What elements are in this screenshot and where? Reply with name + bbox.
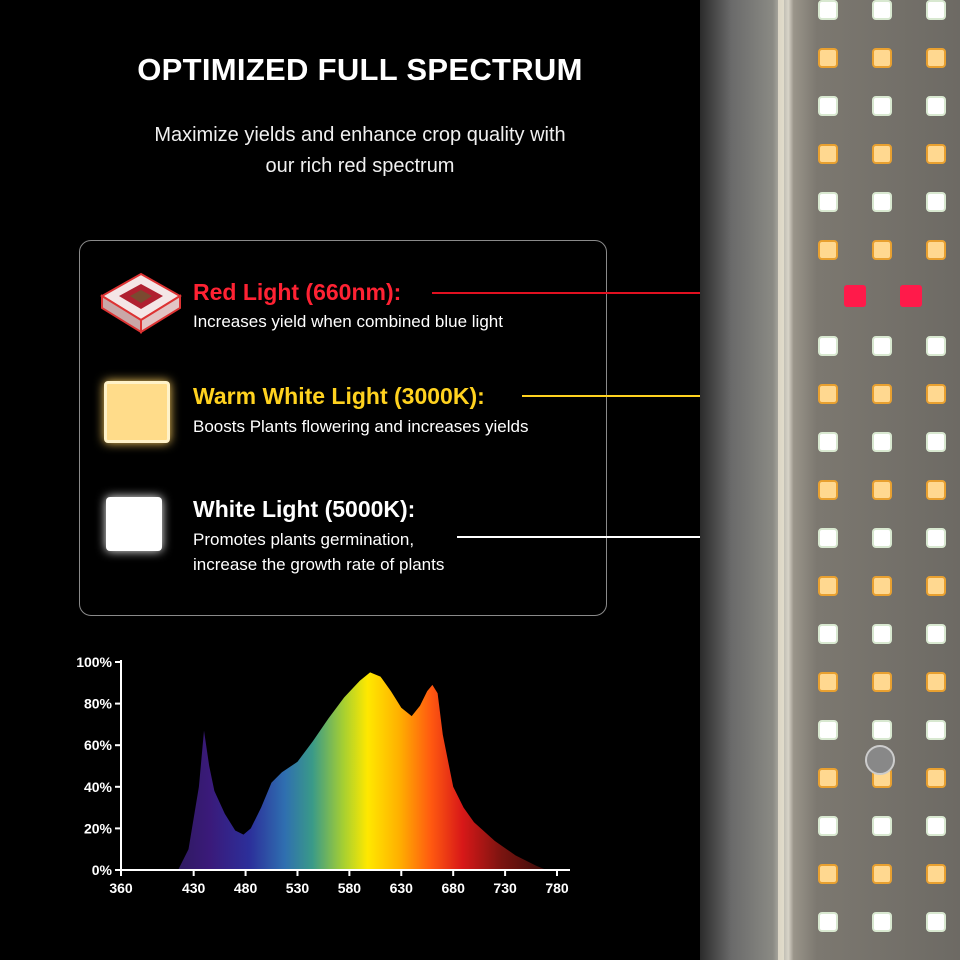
warm-white-led — [818, 144, 838, 164]
warm-white-led — [818, 672, 838, 692]
white-led-chip-icon — [106, 497, 162, 551]
warm-white-led — [818, 384, 838, 404]
white-led — [818, 528, 838, 548]
spectrum-area — [178, 672, 547, 870]
y-tick-label: 80% — [84, 696, 113, 712]
page-title: OPTIMIZED FULL SPECTRUM — [137, 52, 583, 87]
white-led — [818, 624, 838, 644]
y-tick-label: 60% — [84, 737, 113, 753]
legend-panel — [79, 240, 607, 616]
white-led — [926, 192, 946, 212]
subtitle-line-1: Maximize yields and enhance crop quality… — [154, 124, 566, 146]
y-tick-label: 100% — [76, 654, 112, 670]
warm-white-led — [818, 480, 838, 500]
x-tick-label: 730 — [493, 880, 517, 896]
y-tick-label: 0% — [92, 862, 113, 878]
white-led — [872, 528, 892, 548]
warm-white-led — [926, 144, 946, 164]
white-led — [818, 720, 838, 740]
x-tick-label: 480 — [234, 880, 258, 896]
white-led — [872, 0, 892, 20]
led-board-image — [700, 0, 960, 960]
warm-white-led — [818, 48, 838, 68]
white-led — [926, 816, 946, 836]
white-led — [818, 96, 838, 116]
warm-white-led — [926, 864, 946, 884]
warm-white-led — [818, 864, 838, 884]
warm-white-led — [818, 240, 838, 260]
x-tick-label: 780 — [545, 880, 569, 896]
white-led — [872, 336, 892, 356]
white-light-desc-line-1: Promotes plants germination, — [193, 530, 415, 549]
white-led — [818, 912, 838, 932]
white-led — [818, 816, 838, 836]
white-led — [872, 720, 892, 740]
white-led — [926, 624, 946, 644]
warm-white-led — [926, 672, 946, 692]
warm-white-light-desc: Boosts Plants flowering and increases yi… — [193, 417, 529, 436]
white-led — [872, 624, 892, 644]
white-led — [872, 912, 892, 932]
x-tick-label: 680 — [442, 880, 466, 896]
white-led — [872, 192, 892, 212]
warm-white-pointer-line — [522, 395, 818, 397]
white-light-desc-line-2: increase the growth rate of plants — [193, 555, 445, 574]
warm-white-led — [872, 480, 892, 500]
page-subtitle: Maximize yields and enhance crop quality… — [0, 120, 720, 182]
white-led — [818, 0, 838, 20]
white-led — [926, 0, 946, 20]
warm-white-led — [872, 240, 892, 260]
warm-white-led — [872, 144, 892, 164]
warm-white-led — [818, 768, 838, 788]
warm-white-led — [926, 480, 946, 500]
white-led — [926, 912, 946, 932]
spectrum-chart: 0% 20% 40% 60% 80% 100% 360 430 480 530 580 630 680… — [76, 654, 570, 896]
warm-white-led — [872, 864, 892, 884]
white-led — [926, 336, 946, 356]
white-led — [818, 336, 838, 356]
white-led — [926, 720, 946, 740]
x-tick-label: 530 — [286, 880, 310, 896]
white-light-title: White Light (5000K): — [193, 496, 416, 522]
warm-white-led — [872, 576, 892, 596]
warm-white-led — [926, 768, 946, 788]
white-light-desc: Promotes plants germination, increase th… — [193, 527, 444, 577]
warm-white-led — [926, 240, 946, 260]
x-tick-label: 430 — [182, 880, 206, 896]
red-light-title: Red Light (660nm): — [193, 279, 402, 305]
white-led — [872, 96, 892, 116]
white-led — [872, 816, 892, 836]
x-tick-label: 630 — [390, 880, 414, 896]
white-pointer-line — [457, 536, 817, 538]
red-led — [844, 285, 866, 307]
warm-white-led-chip-icon — [104, 381, 170, 443]
warm-white-led — [926, 384, 946, 404]
x-tick-label: 360 — [109, 880, 133, 896]
red-light-pointer-line — [432, 292, 852, 294]
red-light-desc: Increases yield when combined blue light — [193, 312, 503, 331]
red-led-chip-icon — [100, 272, 182, 334]
warm-white-led — [872, 48, 892, 68]
y-tick-label: 20% — [84, 820, 113, 836]
white-led — [818, 192, 838, 212]
white-led — [926, 96, 946, 116]
warm-white-led — [926, 576, 946, 596]
white-led — [872, 432, 892, 452]
red-led — [900, 285, 922, 307]
y-tick-label: 40% — [84, 779, 113, 795]
warm-white-led — [818, 576, 838, 596]
white-led — [926, 528, 946, 548]
white-led — [818, 432, 838, 452]
warm-white-light-title: Warm White Light (3000K): — [193, 383, 485, 409]
warm-white-led — [926, 48, 946, 68]
white-led — [926, 432, 946, 452]
subtitle-line-2: our rich red spectrum — [265, 155, 455, 177]
warm-white-led — [872, 384, 892, 404]
warm-white-led — [872, 672, 892, 692]
x-tick-label: 580 — [338, 880, 362, 896]
